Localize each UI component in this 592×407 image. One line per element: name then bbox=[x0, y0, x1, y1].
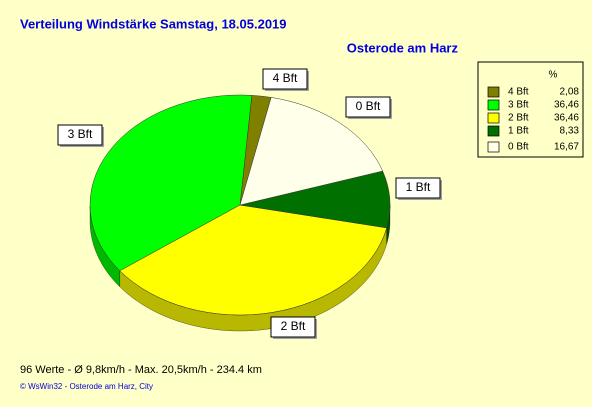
footer-stats: 96 Werte - Ø 9,8km/h - Max. 20,5km/h - 2… bbox=[20, 364, 262, 376]
legend-label: 0 Bft bbox=[508, 142, 529, 153]
pie-slice bbox=[239, 97, 384, 206]
chart-subtitle: Osterode am Harz bbox=[347, 40, 459, 55]
legend-swatch bbox=[487, 99, 500, 111]
legend-header: % bbox=[549, 70, 558, 81]
legend-swatch bbox=[487, 86, 500, 98]
legend-label: 2 Bft bbox=[508, 113, 529, 124]
slice-label: 0 Bft bbox=[356, 99, 381, 113]
legend-swatch bbox=[487, 112, 500, 124]
label-box bbox=[262, 68, 308, 90]
legend-label: 3 Bft bbox=[508, 100, 529, 111]
legend-swatch bbox=[487, 125, 500, 137]
legend-value: 16,67 bbox=[554, 142, 579, 153]
legend-value: 2,08 bbox=[560, 87, 580, 98]
legend-value: 36,46 bbox=[554, 100, 579, 111]
label-box bbox=[395, 177, 441, 199]
legend-value: 8,33 bbox=[560, 126, 580, 137]
footer-credit: © WsWin32 - Osterode am Harz, City bbox=[20, 382, 153, 391]
label-box bbox=[345, 96, 391, 118]
slice-label: 4 Bft bbox=[273, 71, 298, 85]
legend-swatch bbox=[487, 141, 500, 153]
legend-value: 36,46 bbox=[554, 113, 579, 124]
slice-label: 3 Bft bbox=[68, 127, 93, 141]
label-box bbox=[57, 124, 103, 146]
legend-label: 1 Bft bbox=[508, 126, 529, 137]
chart-title: Verteilung Windstärke Samstag, 18.05.201… bbox=[20, 16, 287, 31]
slice-label: 2 Bft bbox=[281, 319, 306, 333]
slice-label: 1 Bft bbox=[406, 180, 431, 194]
legend-label: 4 Bft bbox=[508, 87, 529, 98]
pie-slice bbox=[119, 204, 388, 316]
label-box bbox=[270, 316, 316, 338]
pie-slice bbox=[89, 94, 253, 272]
